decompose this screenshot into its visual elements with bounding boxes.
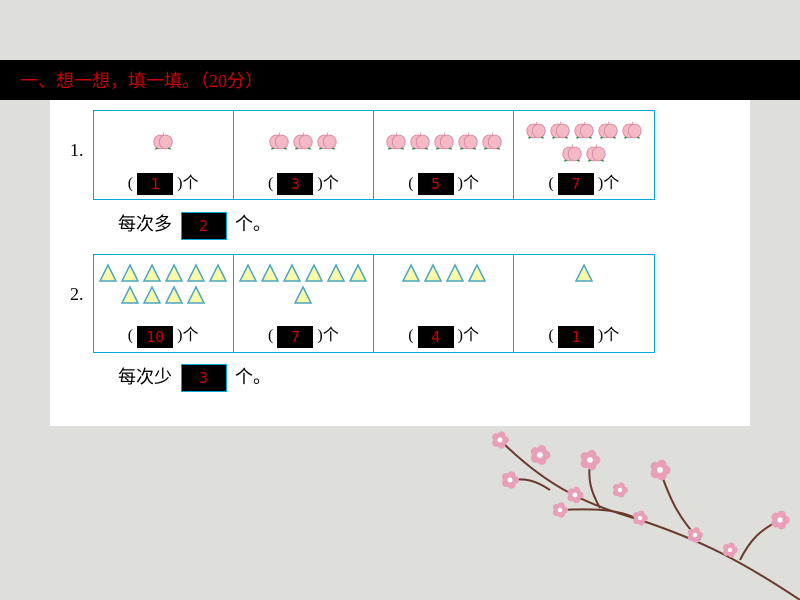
grid-cell: ( 1 )个 xyxy=(94,111,234,199)
problem-1-number: 1. xyxy=(70,140,84,161)
branch-decoration xyxy=(440,400,800,600)
count-label: ( 7 )个 xyxy=(234,321,373,347)
triangle-icon xyxy=(304,263,324,283)
triangle-icon xyxy=(260,263,280,283)
count-label: ( 5 )个 xyxy=(374,169,513,195)
problem-2-grid: ( 10 )个 ( 7 )个 ( 4 )个 ( 1 )个 xyxy=(93,254,655,352)
summary-answer: 3 xyxy=(181,364,227,392)
triangle-icon xyxy=(282,263,302,283)
answer-box: 1 xyxy=(558,326,594,348)
triangle-group xyxy=(374,261,513,317)
peach-icon xyxy=(549,119,571,141)
worksheet: 1. ( 1 )个 ( 3 )个 xyxy=(50,100,750,426)
triangle-icon xyxy=(326,263,346,283)
peach-icon xyxy=(152,130,174,152)
problem-1-grid: ( 1 )个 ( 3 )个 xyxy=(93,110,655,200)
grid-cell: ( 5 )个 xyxy=(374,111,514,199)
peach-group xyxy=(514,117,653,165)
peach-icon xyxy=(385,130,407,152)
triangle-group xyxy=(514,261,653,317)
peach-icon xyxy=(561,142,583,164)
problem-1-summary: 每次多 2 个。 xyxy=(118,210,730,240)
count-label: ( 1 )个 xyxy=(514,321,653,347)
answer-box: 4 xyxy=(418,326,454,348)
triangle-group xyxy=(234,261,373,317)
problem-2-summary: 每次少 3 个。 xyxy=(118,363,730,393)
peach-icon xyxy=(409,130,431,152)
triangle-icon xyxy=(401,263,421,283)
answer-box: 7 xyxy=(277,326,313,348)
problem-2: 2. ( 10 )个 ( 7 )个 xyxy=(70,254,730,392)
answer-box: 5 xyxy=(418,173,454,195)
problem-2-number: 2. xyxy=(70,284,84,305)
peach-icon xyxy=(316,130,338,152)
triangle-icon xyxy=(186,285,206,305)
summary-post: 个。 xyxy=(235,214,271,234)
peach-icon xyxy=(481,130,503,152)
peach-icon xyxy=(433,130,455,152)
grid-cell: ( 7 )个 xyxy=(234,255,374,351)
peach-icon xyxy=(525,119,547,141)
summary-post: 个。 xyxy=(235,367,271,387)
answer-box: 3 xyxy=(277,173,313,195)
grid-cell: ( 10 )个 xyxy=(94,255,234,351)
triangle-icon xyxy=(186,263,206,283)
summary-pre: 每次少 xyxy=(118,367,172,387)
peach-icon xyxy=(585,142,607,164)
triangle-icon xyxy=(238,263,258,283)
grid-cell: ( 4 )个 xyxy=(374,255,514,351)
grid-cell: ( 7 )个 xyxy=(514,111,653,199)
answer-box: 7 xyxy=(558,173,594,195)
triangle-icon xyxy=(423,263,443,283)
triangle-icon xyxy=(467,263,487,283)
peach-icon xyxy=(268,130,290,152)
peach-icon xyxy=(292,130,314,152)
peach-icon xyxy=(621,119,643,141)
answer-box: 10 xyxy=(137,326,173,348)
triangle-icon xyxy=(293,285,313,305)
triangle-icon xyxy=(445,263,465,283)
triangle-icon xyxy=(120,285,140,305)
triangle-icon xyxy=(142,263,162,283)
triangle-icon xyxy=(208,263,228,283)
header-text: 一、想一想，填一填。（20分） xyxy=(20,67,263,93)
grid-cell: ( 3 )个 xyxy=(234,111,374,199)
triangle-icon xyxy=(164,263,184,283)
summary-answer: 2 xyxy=(181,212,227,240)
peach-icon xyxy=(597,119,619,141)
triangle-icon xyxy=(120,263,140,283)
peach-icon xyxy=(457,130,479,152)
count-label: ( 1 )个 xyxy=(94,169,233,195)
triangle-icon xyxy=(574,263,594,283)
header-bar: 一、想一想，填一填。（20分） xyxy=(0,60,800,100)
peach-group xyxy=(234,117,373,165)
count-label: ( 4 )个 xyxy=(374,321,513,347)
grid-cell: ( 1 )个 xyxy=(514,255,653,351)
triangle-icon xyxy=(98,263,118,283)
peach-group xyxy=(94,117,233,165)
peach-icon xyxy=(573,119,595,141)
peach-group xyxy=(374,117,513,165)
triangle-icon xyxy=(348,263,368,283)
count-label: ( 7 )个 xyxy=(514,169,653,195)
count-label: ( 3 )个 xyxy=(234,169,373,195)
summary-pre: 每次多 xyxy=(118,214,172,234)
answer-box: 1 xyxy=(137,173,173,195)
triangle-group xyxy=(94,261,233,317)
count-label: ( 10 )个 xyxy=(94,321,233,347)
problem-1: 1. ( 1 )个 ( 3 )个 xyxy=(70,110,730,240)
triangle-icon xyxy=(142,285,162,305)
triangle-icon xyxy=(164,285,184,305)
